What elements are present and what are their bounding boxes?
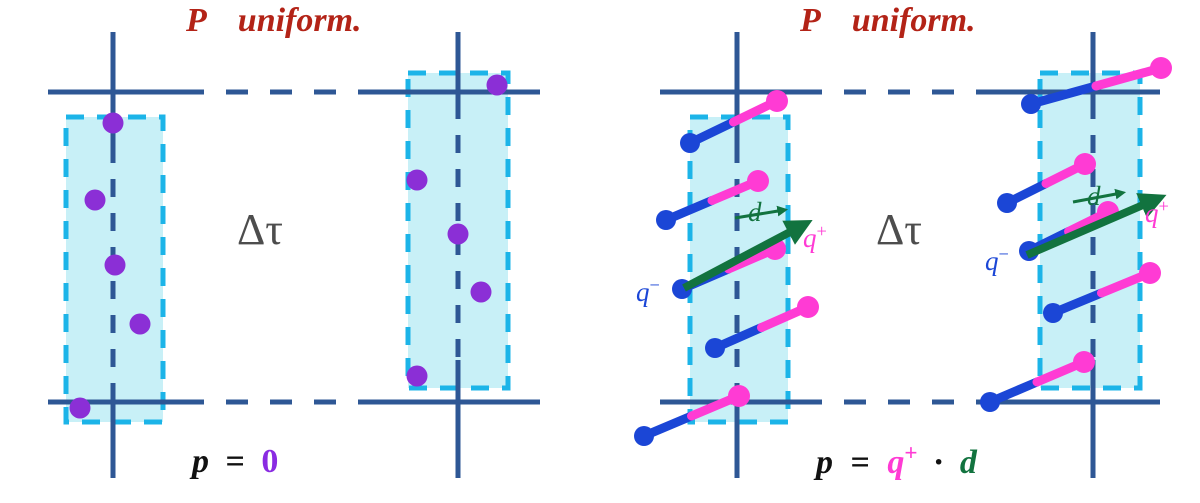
p-vector-symbol: P (186, 4, 207, 38)
d-label-right-box: d (1087, 183, 1101, 210)
positive-charge-dot (747, 170, 769, 192)
zero-vector-rhs: 0 (261, 445, 278, 479)
negative-charge-dot (680, 133, 700, 153)
purple-charge-dot (447, 223, 469, 245)
p-vector-lhs: p (192, 445, 209, 479)
purple-charge-dot (406, 365, 428, 387)
equals-sign: = (850, 444, 870, 482)
p-letter: P (186, 2, 207, 39)
purple-charge-dot (102, 112, 124, 134)
d-letter: d (959, 444, 977, 482)
plus-sign: + (904, 441, 918, 467)
delta-tau-text: Δτ (876, 205, 922, 254)
purple-charge-dot (470, 281, 492, 303)
d-letter: d (748, 197, 762, 227)
negative-charge-dot (1043, 303, 1063, 323)
purple-charge-dot (84, 189, 106, 211)
purple-charge-dot (486, 74, 508, 96)
right-panel-title: P uniform. (800, 4, 976, 38)
q-letter: q (887, 444, 905, 482)
purple-charge-dot (69, 397, 91, 419)
q-plus-label-left-box: q+ (803, 222, 827, 252)
zero-letter: 0 (261, 443, 279, 480)
q-minus-label-left-box: q− (636, 276, 660, 306)
right-volume-box-fill-0 (690, 117, 788, 422)
positive-charge-dot (1150, 57, 1172, 79)
p-letter: p (192, 443, 209, 480)
positive-charge-dot (728, 385, 750, 407)
q-plus-label-right-box: q+ (1145, 197, 1169, 227)
d-label-arrow-icon (1072, 188, 1127, 204)
d-label-left-box: d (748, 199, 762, 226)
left-equation: p = 0 (192, 445, 278, 479)
negative-charge-dot (705, 338, 725, 358)
negative-charge-dot (656, 210, 676, 230)
d-letter: d (1087, 181, 1101, 211)
uniform-text: uniform. (851, 2, 976, 39)
dot-operator: · (933, 444, 945, 482)
q-letter: q (1145, 198, 1159, 228)
positive-charge-dot (1074, 153, 1096, 175)
dipole-positive-segment (1091, 63, 1166, 91)
equals-sign: = (225, 443, 245, 480)
negative-charge-dot (634, 426, 654, 446)
right-volume-label: Δτ (876, 208, 922, 252)
q-letter: q (985, 246, 999, 276)
plus-sign: + (1158, 196, 1169, 216)
positive-charge-dot (797, 296, 819, 318)
q-letter: q (636, 277, 650, 307)
left-panel-title: P uniform. (186, 4, 362, 38)
delta-tau-text: Δτ (237, 205, 283, 254)
d-vector-arrow (1025, 193, 1167, 259)
negative-charge-dot (997, 193, 1017, 213)
q-minus-label-right-box: q− (985, 245, 1009, 275)
minus-sign: − (998, 244, 1009, 264)
right-equation: p = q+ · d (816, 441, 977, 482)
positive-charge-dot (766, 90, 788, 112)
purple-charge-dot (104, 254, 126, 276)
right-volume-box-outline-1 (1037, 70, 1143, 391)
d-label-arrow-icon (734, 205, 789, 220)
p-vector-lhs: p (816, 446, 833, 480)
left-volume-label: Δτ (237, 208, 283, 252)
purple-charge-dot (406, 169, 428, 191)
plus-sign: + (816, 221, 827, 241)
d-vector-rhs: d (960, 446, 977, 480)
dipole-negative-segment (1026, 81, 1101, 109)
p-vector-symbol: P (800, 4, 821, 38)
p-letter: P (800, 2, 821, 39)
positive-charge-dot (1073, 351, 1095, 373)
purple-charge-dot (129, 313, 151, 335)
q-letter: q (803, 223, 817, 253)
positive-charge-dot (1139, 262, 1161, 284)
negative-charge-dot (980, 392, 1000, 412)
p-letter: p (816, 444, 833, 482)
uniform-text: uniform. (237, 2, 362, 39)
negative-charge-dot (1021, 94, 1041, 114)
q-plus-term: q+ (887, 441, 918, 482)
d-vector-arrow (682, 220, 813, 292)
minus-sign: − (649, 275, 660, 295)
